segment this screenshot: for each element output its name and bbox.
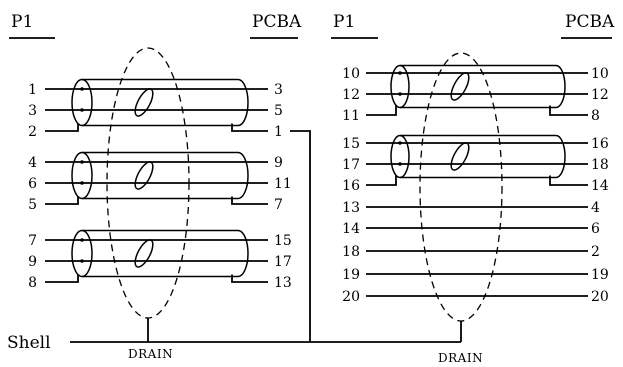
right-single-pcba-pin-1: 4: [591, 200, 600, 216]
left-group-2-pcba-pin-2: 11: [274, 176, 292, 192]
right-group-1-p1-pin-1: 10: [342, 66, 360, 82]
left-group-1-drain-wire-left: [45, 123, 79, 132]
right-group-2-shield-body: [400, 134, 566, 179]
right-group-2-wire-2-dot: [398, 162, 402, 166]
right-group-2-drain-wire-left: [366, 175, 397, 186]
left-pcba-header: PCBA: [252, 12, 302, 32]
shell-label: Shell: [7, 333, 51, 353]
left-group-2-twist-mark: [134, 161, 154, 190]
left-group-2-drain-wire-right: [231, 196, 268, 205]
right-group-2-p1-pin-2: 17: [342, 157, 360, 173]
left-group-3-p1-pin-1: 7: [28, 233, 37, 249]
left-group-1-wire-1-dot: [80, 87, 84, 91]
left-group-3-shield-body: [82, 229, 249, 278]
left-group-3-shield-end: [71, 229, 93, 278]
left-group-1-wire-2-dot: [80, 108, 84, 112]
right-group-2-pcba-pin-1: 16: [591, 136, 609, 152]
left-group-1-shield-body: [82, 78, 249, 127]
right-single-pcba-pin-5: 20: [591, 289, 609, 305]
right-single-pcba-pin-3: 2: [591, 244, 600, 260]
left-group-2-wire-2-dot: [80, 181, 84, 185]
left-group-2-shield-end: [71, 151, 93, 200]
right-drain-label: DRAIN: [438, 351, 483, 365]
shell-to-pcba-pin-1-line: [290, 130, 311, 342]
right-group-1-drain-p1-pin: 11: [342, 108, 360, 124]
right-group-2-wire-1-dot: [398, 141, 402, 145]
left-group-1-drain-p1-pin: 2: [28, 124, 37, 140]
left-group-3-drain-wire-left: [45, 274, 79, 283]
right-single-pcba-pin-2: 6: [591, 221, 600, 237]
right-group-2-pcba-pin-2: 18: [591, 157, 609, 173]
right-group-1-twist-mark: [450, 72, 470, 101]
left-drain-label: DRAIN: [128, 347, 173, 361]
right-group-1-shield-end: [390, 64, 410, 109]
right-group-2-drain-p1-pin: 16: [342, 178, 360, 194]
left-group-2-drain-p1-pin: 5: [28, 197, 37, 213]
right-group-1-wire-2-dot: [398, 92, 402, 96]
left-group-3-pcba-pin-1: 15: [274, 233, 292, 249]
left-group-3-drain-wire-right: [231, 274, 268, 283]
left-group-1-drain-wire-right: [231, 123, 268, 132]
right-group-2-drain-wire-right: [549, 175, 588, 186]
left-group-2-wire-1-dot: [80, 160, 84, 164]
right-group-1-shield-body: [400, 64, 566, 109]
left-group-3-p1-pin-2: 9: [28, 254, 37, 270]
right-pcba-header: PCBA: [565, 12, 615, 32]
left-group-1-p1-pin-2: 3: [28, 103, 37, 119]
right-p1-header: P1: [333, 12, 355, 32]
left-group-2-shield-body: [82, 151, 249, 200]
left-group-2-p1-pin-2: 6: [28, 176, 37, 192]
right-group-2-p1-pin-1: 15: [342, 136, 360, 152]
left-group-2-drain-wire-left: [45, 196, 79, 205]
right-group-2-drain-pcba-pin: 14: [591, 178, 609, 194]
right-group-1-pcba-pin-1: 10: [591, 66, 609, 82]
left-group-2-drain-pcba-pin: 7: [274, 197, 283, 213]
left-group-2-pcba-pin-1: 9: [274, 155, 283, 171]
left-p1-header: P1: [11, 12, 33, 32]
left-group-2-p1-pin-1: 4: [28, 155, 37, 171]
left-group-1-pcba-pin-2: 5: [274, 103, 283, 119]
right-single-p1-pin-1: 13: [342, 200, 360, 216]
right-single-p1-pin-4: 19: [342, 267, 360, 283]
left-group-1-twist-mark: [134, 88, 154, 117]
right-group-1-drain-wire-left: [366, 105, 397, 116]
right-single-pcba-pin-4: 19: [591, 267, 609, 283]
right-single-p1-pin-3: 18: [342, 244, 360, 260]
right-group-1-p1-pin-2: 12: [342, 87, 360, 103]
left-group-3-pcba-pin-2: 17: [274, 254, 292, 270]
right-group-1-drain-pcba-pin: 8: [591, 108, 600, 124]
left-group-1-drain-pcba-pin: 1: [274, 124, 283, 140]
right-group-2-twist-mark: [450, 142, 470, 171]
right-single-p1-pin-5: 20: [342, 289, 360, 305]
left-group-1-pcba-pin-1: 3: [274, 82, 283, 98]
left-group-1-p1-pin-1: 1: [28, 82, 37, 98]
right-group-1-drain-wire-right: [549, 105, 588, 116]
left-group-3-drain-p1-pin: 8: [28, 275, 37, 291]
left-group-3-wire-1-dot: [80, 238, 84, 242]
right-group-1-wire-1-dot: [398, 71, 402, 75]
left-group-1-shield-end: [71, 78, 93, 127]
right-single-p1-pin-2: 14: [342, 221, 360, 237]
left-group-3-wire-2-dot: [80, 259, 84, 263]
left-group-3-drain-pcba-pin: 13: [274, 275, 292, 291]
right-group-2-shield-end: [390, 134, 410, 179]
left-group-3-twist-mark: [134, 239, 154, 268]
right-group-1-pcba-pin-2: 12: [591, 87, 609, 103]
